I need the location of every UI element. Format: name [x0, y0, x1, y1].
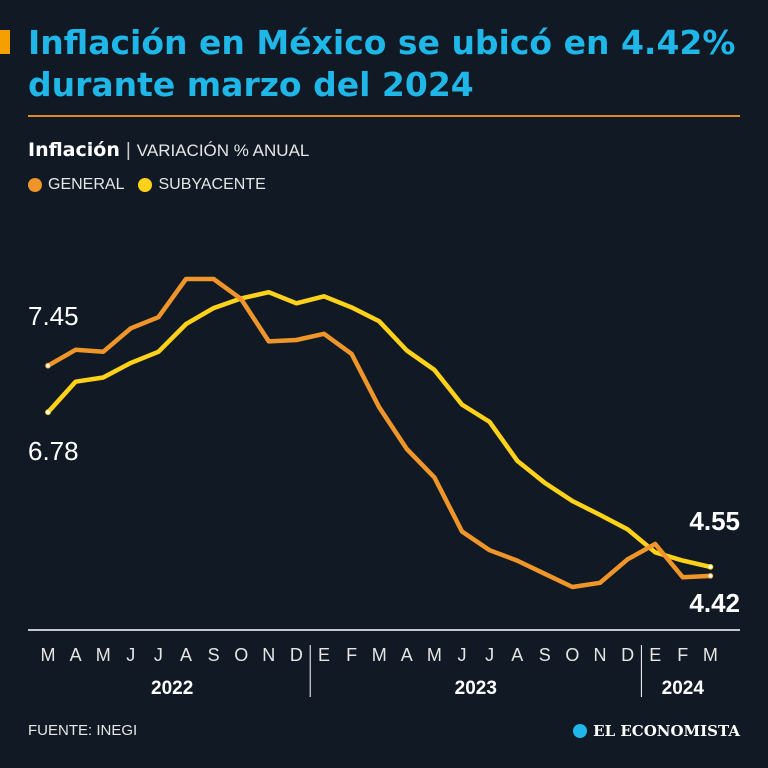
x-tick-label: J: [126, 645, 135, 665]
value-label-subyacente-end: 4.55: [689, 506, 740, 536]
x-tick-label: M: [703, 645, 718, 665]
brand-logo: EL ECONOMISTA: [573, 722, 740, 740]
legend-item-general: GENERAL: [28, 176, 124, 194]
start-point-general: [45, 362, 51, 369]
x-tick-label: A: [401, 645, 413, 665]
series-line-general: [45, 276, 713, 590]
x-tick-label: J: [485, 645, 494, 665]
x-tick-label: N: [262, 645, 275, 665]
x-tick-label: M: [96, 645, 111, 665]
x-tick-label: A: [70, 645, 82, 665]
subtitle-separator: |: [125, 140, 131, 161]
year-label-2022: 2022: [151, 678, 193, 699]
year-label-2024: 2024: [662, 678, 705, 699]
chart-title: Inflación en México se ubicó en 4.42% du…: [28, 23, 736, 104]
x-tick-label: E: [318, 645, 330, 665]
x-tick-label: A: [180, 645, 192, 665]
chart-legend: GENERAL SUBYACENTE: [28, 176, 266, 194]
legend-item-subyacente: SUBYACENTE: [138, 176, 266, 194]
value-label-subyacente-start: 6.78: [28, 436, 79, 466]
x-tick-label: A: [511, 645, 523, 665]
title-divider: [28, 115, 740, 117]
x-tick-label: D: [621, 645, 634, 665]
legend-swatch-subyacente: [138, 178, 153, 192]
x-tick-label: F: [677, 645, 688, 665]
x-tick-label: J: [458, 645, 467, 665]
legend-label-subyacente: SUBYACENTE: [158, 176, 266, 193]
source-note: FUENTE: INEGI: [28, 722, 138, 739]
brand-name: EL ECONOMISTA: [593, 722, 740, 740]
legend-label-general: GENERAL: [48, 176, 125, 193]
legend-swatch-general: [28, 178, 42, 192]
x-tick-label: M: [41, 645, 56, 665]
x-tick-label: D: [290, 645, 303, 665]
chart-subtitle: Inflación | VARIACIÓN % ANUAL: [28, 139, 309, 162]
x-tick-label: F: [346, 645, 357, 665]
x-tick-label: M: [372, 645, 387, 665]
subtitle-unit: VARIACIÓN % ANUAL: [136, 141, 310, 160]
title-accent-bar: [0, 30, 10, 54]
value-label-general-end: 4.42: [689, 588, 740, 618]
x-tick-label: S: [539, 645, 551, 665]
year-label-2023: 2023: [455, 678, 497, 699]
subtitle-bold: Inflación: [28, 139, 120, 161]
x-tick-label: N: [594, 645, 607, 665]
x-tick-label: O: [234, 645, 248, 665]
end-point-general: [707, 573, 714, 579]
x-tick-label: J: [154, 645, 163, 665]
x-tick-label: O: [565, 645, 579, 665]
start-point-subyacente: [45, 409, 51, 416]
brand-icon: [573, 724, 588, 738]
value-label-general-start: 7.45: [28, 301, 79, 331]
x-tick-label: S: [208, 645, 220, 665]
x-tick-label: E: [649, 645, 661, 665]
end-point-subyacente: [707, 563, 714, 570]
x-tick-label: M: [427, 645, 442, 665]
series-line-subyacente: [45, 289, 713, 570]
